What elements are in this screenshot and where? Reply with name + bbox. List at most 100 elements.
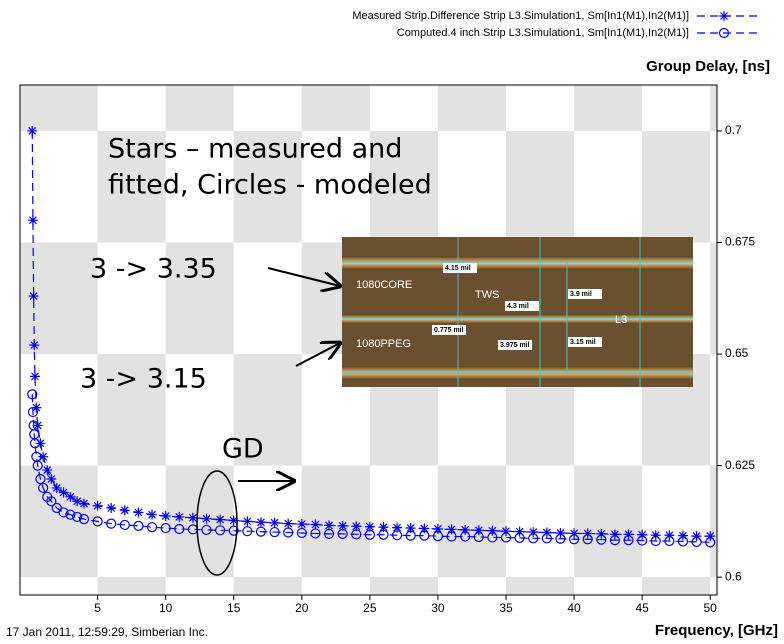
x-tick-label: 10 xyxy=(159,601,173,615)
star-marker xyxy=(555,527,566,538)
x-tick-label: 40 xyxy=(567,601,581,615)
legend-label: Measured Strip.Difference Strip L3.Simul… xyxy=(352,10,689,22)
star-marker xyxy=(473,525,484,536)
circle-marker xyxy=(473,531,484,543)
x-tick-label: 25 xyxy=(363,601,377,615)
circle-marker xyxy=(623,535,634,546)
checker-cell xyxy=(97,354,166,466)
annotation: 3 -> 3.35 xyxy=(90,254,217,285)
inset-tag: 0.775 mil xyxy=(434,327,464,334)
y-tick-label: 0.7 xyxy=(725,123,742,137)
highlight xyxy=(196,470,238,576)
checker-cell xyxy=(301,465,370,578)
star-marker xyxy=(106,502,117,513)
star-marker xyxy=(609,529,620,540)
circle-marker xyxy=(650,535,661,547)
star-marker xyxy=(228,515,239,526)
star-marker xyxy=(42,465,53,476)
star-marker xyxy=(38,451,49,462)
star-marker xyxy=(364,521,375,532)
circle-marker xyxy=(27,406,39,418)
star-marker xyxy=(78,498,89,509)
star-marker xyxy=(296,519,307,530)
circle-marker xyxy=(391,530,403,541)
inset-tag-bg xyxy=(505,301,539,311)
circle-marker xyxy=(419,530,430,541)
circle-marker xyxy=(310,528,321,539)
circle-marker xyxy=(500,532,512,543)
circle-marker xyxy=(27,389,38,400)
arrow xyxy=(295,343,340,367)
x-axis-title: Frequency, [GHz] xyxy=(655,622,778,639)
star-marker xyxy=(719,11,729,21)
plot-area xyxy=(27,125,716,548)
star-marker xyxy=(677,530,688,541)
circle-marker xyxy=(29,438,41,449)
star-marker xyxy=(378,522,389,533)
circle-marker xyxy=(691,536,702,548)
star-marker xyxy=(582,528,593,539)
star-marker xyxy=(119,505,130,516)
star-marker xyxy=(133,507,144,518)
star-marker xyxy=(269,517,280,528)
circle-marker xyxy=(609,535,621,546)
y-tick-label: 0.675 xyxy=(725,235,755,249)
inset-tag-bg xyxy=(443,263,477,273)
star-marker xyxy=(596,528,607,539)
checker-cell xyxy=(165,85,234,131)
circle-marker xyxy=(242,526,253,537)
x-tick-label: 50 xyxy=(704,601,718,615)
plot-frame xyxy=(19,84,718,596)
x-tick-label: 35 xyxy=(499,601,513,615)
star-marker xyxy=(541,527,552,538)
y-tick-label: 0.625 xyxy=(725,458,755,472)
star-marker xyxy=(405,523,416,534)
checker-cell xyxy=(369,130,438,243)
star-marker xyxy=(569,528,580,539)
circle-marker xyxy=(364,529,375,540)
circle-marker xyxy=(174,523,185,535)
inset-tag: 3.9 mil xyxy=(570,291,592,298)
inset-tag: 3.15 mil xyxy=(570,339,596,346)
star-marker xyxy=(487,525,498,536)
circle-marker xyxy=(677,536,689,547)
inset-tag: 4.3 mil xyxy=(507,303,529,310)
checker-cell xyxy=(20,465,98,578)
circle-marker xyxy=(215,525,226,536)
circle-marker xyxy=(32,460,43,471)
inset-tag-bg xyxy=(568,337,602,347)
star-marker xyxy=(92,500,103,511)
star-marker xyxy=(215,514,226,525)
inset-label: 1080PPEG xyxy=(356,338,411,350)
x-tick-label: 45 xyxy=(635,601,649,615)
star-marker xyxy=(705,531,716,542)
circle-marker xyxy=(296,527,307,539)
checker-cell xyxy=(574,85,643,131)
legend-label: Computed.4 inch Strip L3.Simulation1, Sm… xyxy=(397,27,689,39)
checker-cell xyxy=(505,130,575,243)
circle-marker xyxy=(160,522,171,534)
circle-marker xyxy=(378,529,389,540)
y-tick-label: 0.6 xyxy=(725,569,742,583)
circle-marker xyxy=(72,511,83,523)
checker-cell xyxy=(233,130,302,243)
star-marker xyxy=(419,523,430,534)
circle-marker xyxy=(596,534,607,545)
star-marker xyxy=(392,522,403,533)
x-tick-label: 15 xyxy=(227,601,241,615)
circle-marker xyxy=(637,535,648,546)
checker-cell xyxy=(710,85,717,131)
inset-tag: 4.15 mil xyxy=(445,265,471,272)
star-marker xyxy=(528,527,539,538)
circle-marker xyxy=(405,530,416,541)
star-marker xyxy=(187,512,198,523)
checker-cell xyxy=(437,465,506,578)
circle-marker xyxy=(201,524,212,535)
checker-cell xyxy=(301,85,370,131)
circle-marker xyxy=(528,533,539,544)
circle-marker xyxy=(119,519,130,531)
star-marker xyxy=(201,513,212,524)
circle-marker xyxy=(46,496,57,507)
checker-cell xyxy=(20,85,98,131)
